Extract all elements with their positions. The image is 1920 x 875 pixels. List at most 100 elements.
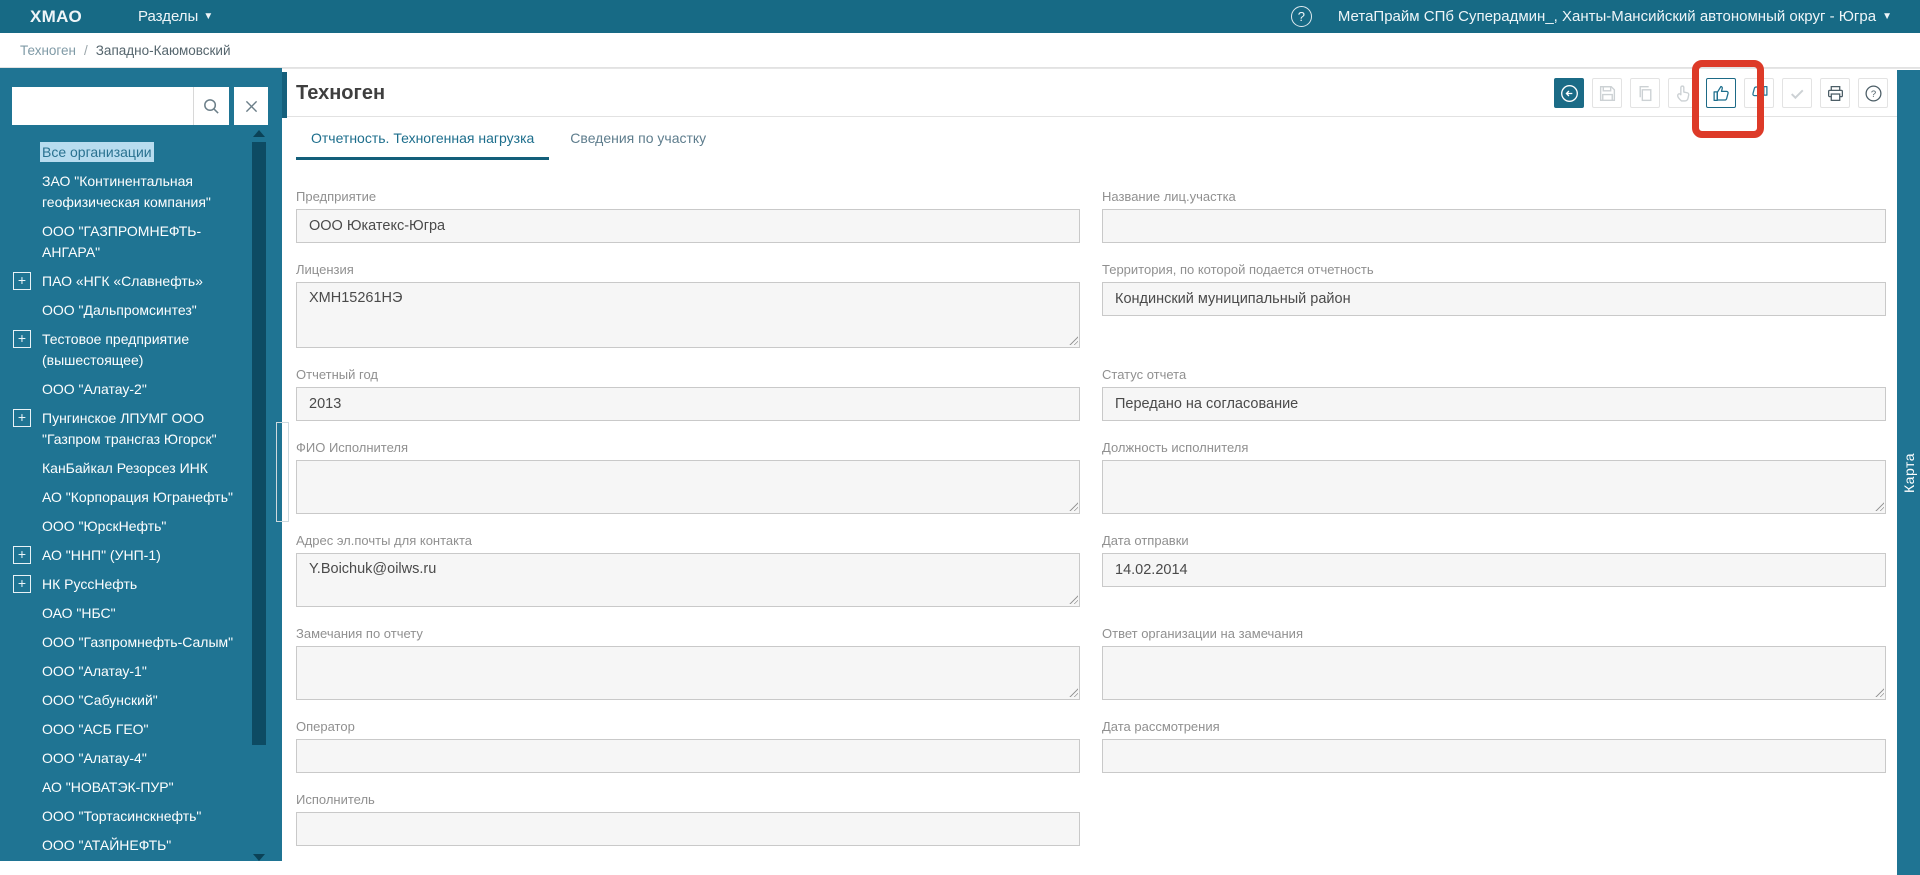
page-title: Техноген [296, 82, 386, 104]
breadcrumb: Техноген / Западно-Каюмовский [0, 33, 1920, 68]
operator-field[interactable] [296, 739, 1080, 773]
tab-area-info[interactable]: Сведения по участку [570, 130, 707, 146]
expand-plus-icon[interactable]: + [13, 330, 31, 348]
chevron-down-icon: ▼ [1882, 10, 1892, 22]
field-label: Статус отчета [1102, 367, 1187, 382]
org-list-item[interactable]: + ОАО "НБС" [0, 599, 252, 628]
reject-button[interactable] [1744, 78, 1774, 108]
org-list-item[interactable]: + АО "ННП" (УНП-1) [0, 541, 252, 570]
review-date-field[interactable] [1102, 739, 1886, 773]
form-field: Лицензия ХМН15261НЭ [296, 263, 1080, 348]
enterprise-field[interactable] [296, 209, 1080, 243]
org-list-item[interactable]: + АО "Корпорация Югранефть" [0, 483, 252, 512]
org-list-item[interactable]: + Пунгинское ЛПУМГ ООО "Газпром трансгаз… [0, 404, 252, 454]
org-list-item[interactable]: + ООО "Тортасинскнефть" [0, 802, 252, 831]
contact-email-field[interactable]: Y.Boichuk@oilws.ru [296, 553, 1080, 607]
territory-field[interactable] [1102, 282, 1886, 316]
org-list-item-label: ПАО «НГК «Славнефть» [42, 273, 203, 289]
field-label: Адрес эл.почты для контакта [296, 533, 473, 548]
license-area-name-field[interactable] [1102, 209, 1886, 243]
org-list-item[interactable]: + ООО "Алатау-4" [0, 744, 252, 773]
user-menu-label: МетаПрайм СПб Суперадмин_, Ханты-Мансийс… [1337, 8, 1877, 25]
org-response-field[interactable] [1102, 646, 1886, 700]
org-list-item[interactable]: + ООО "АСБ ГЕО" [0, 715, 252, 744]
org-list-item[interactable]: + ООО "ГАЗПРОМНЕФТЬ-АНГАРА" [0, 217, 252, 267]
report-remarks-field[interactable] [296, 646, 1080, 700]
org-list-item[interactable]: + АО "НОВАТЭК-ПУР" [0, 773, 252, 802]
org-list-item-label: ООО "Алатау-4" [42, 750, 147, 766]
scroll-up-icon[interactable] [253, 130, 265, 137]
org-list-item[interactable]: + ООО "Алатау-1" [0, 657, 252, 686]
form-field: Замечания по отчету [296, 627, 1080, 700]
help-button[interactable]: ? [1858, 78, 1888, 108]
map-side-tab[interactable]: Карта [1897, 70, 1920, 875]
expand-plus-icon[interactable]: + [13, 409, 31, 427]
field-label: Название лиц.участка [1102, 189, 1236, 204]
org-list-item[interactable]: + КанБайкал Резорсез ИНК [0, 454, 252, 483]
org-list-item-label: ООО "АТАЙНЕФТЬ" [42, 837, 172, 853]
sent-date-field[interactable] [1102, 553, 1886, 587]
field-label: Отчетный год [296, 367, 378, 382]
org-list-item[interactable]: + ЗАО "Континентальная геофизическая ком… [0, 167, 252, 217]
report-status-field[interactable] [1102, 387, 1886, 421]
org-list-item[interactable]: + НК РуссНефть [0, 570, 252, 599]
sections-menu[interactable]: Разделы ▼ [138, 8, 213, 25]
org-list-item[interactable]: + Все организации [0, 138, 252, 167]
main-panel: Техноген [282, 68, 1920, 875]
breadcrumb-item-current: Западно-Каюмовский [95, 42, 231, 58]
expand-plus-icon[interactable]: + [13, 575, 31, 593]
form-field: Исполнитель [296, 793, 1080, 846]
save-button[interactable] [1592, 78, 1622, 108]
confirm-button[interactable] [1782, 78, 1812, 108]
print-button[interactable] [1820, 78, 1850, 108]
top-app-bar: ХМАО Разделы ▼ ? МетаПрайм СПб Суперадми… [0, 0, 1920, 33]
org-list-item[interactable]: + ООО "АТАЙНЕФТЬ" [0, 831, 252, 860]
executor-field[interactable] [296, 812, 1080, 846]
user-menu[interactable]: МетаПрайм СПб Суперадмин_, Ханты-Мансийс… [1338, 8, 1892, 25]
org-list-item[interactable]: + ООО "Сабунский" [0, 686, 252, 715]
report-year-field[interactable] [296, 387, 1080, 421]
license-field[interactable]: ХМН15261НЭ [296, 282, 1080, 348]
org-list-item[interactable]: + Тестовое предприятие (вышестоящее) [0, 325, 252, 375]
org-list-item-label: ООО "Дальпромсинтез" [42, 302, 197, 318]
search-button[interactable] [193, 87, 229, 125]
org-list-item[interactable]: + ПАО «НГК «Славнефть» [0, 267, 252, 296]
executor-position-field[interactable] [1102, 460, 1886, 514]
org-list-item[interactable]: + ООО "Бушковское" [0, 860, 252, 861]
org-list-item[interactable]: + ООО "Дальпромсинтез" [0, 296, 252, 325]
panel-splitter-handle[interactable] [276, 422, 289, 522]
org-list-item-label: Тестовое предприятие (вышестоящее) [42, 331, 190, 368]
sidebar-scrollbar-track[interactable] [252, 142, 266, 745]
expand-plus-icon[interactable]: + [13, 272, 31, 290]
field-label: ФИО Исполнителя [296, 440, 409, 455]
form-field: Адрес эл.почты для контакта Y.Boichuk@oi… [296, 534, 1080, 607]
report-form: Предприятие Название лиц.участка Лицензи… [296, 190, 1886, 846]
check-icon [1790, 89, 1803, 99]
sidebar-search-input[interactable] [12, 87, 193, 125]
org-list-item[interactable]: + ООО "ЮрскНефть" [0, 512, 252, 541]
copy-icon [1639, 85, 1651, 101]
topbar-help-icon[interactable]: ? [1290, 6, 1312, 27]
org-list-item[interactable]: + ООО "Алатау-2" [0, 375, 252, 404]
field-label: Исполнитель [296, 792, 375, 807]
field-label: Замечания по отчету [296, 626, 423, 641]
org-list-item[interactable]: + ООО "Газпромнефть-Салым" [0, 628, 252, 657]
copy-button[interactable] [1630, 78, 1660, 108]
executor-name-field[interactable] [296, 460, 1080, 514]
form-field: Дата отправки [1102, 534, 1886, 607]
org-list-item-label: ООО "Газпромнефть-Салым" [42, 634, 234, 650]
org-list-item-label: НК РуссНефть [42, 576, 138, 592]
clear-search-button[interactable] [234, 87, 268, 125]
tab-report-technogenic-load[interactable]: Отчетность. Техногенная нагрузка [296, 130, 550, 160]
form-field: Название лиц.участка [1102, 190, 1886, 243]
back-button[interactable] [1554, 78, 1584, 108]
organizations-sidebar: + Все организации + ЗАО "Континентальная… [0, 68, 282, 861]
form-field: Оператор [296, 720, 1080, 773]
expand-plus-icon[interactable]: + [13, 546, 31, 564]
approve-button[interactable] [1706, 78, 1736, 108]
breadcrumb-item-root[interactable]: Техноген [20, 42, 77, 58]
scroll-down-icon[interactable] [253, 854, 265, 861]
field-label: Лицензия [296, 262, 354, 277]
send-button[interactable] [1668, 78, 1698, 108]
field-label: Оператор [296, 719, 355, 734]
